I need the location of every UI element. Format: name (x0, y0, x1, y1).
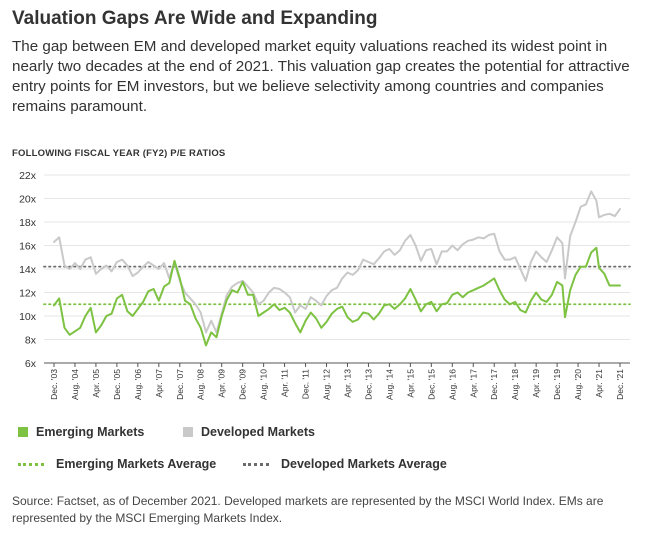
x-tick-label: Aug. '12 (322, 369, 332, 400)
x-tick-label: Aug. '20 (573, 369, 583, 400)
legend-dm-average: Developed Markets Average (243, 457, 447, 471)
x-axis: Dec. '03 Aug. '04 Apr. '05 Dec. '05 Aug. '06… (44, 362, 630, 400)
developed-markets-line (53, 190, 621, 334)
y-tick-label: 14x (19, 264, 37, 276)
x-tick-label: Apr. '05 (91, 369, 101, 398)
legend-em-average: Emerging Markets Average (18, 457, 216, 471)
x-tick-label: Dec. '09 (238, 369, 248, 400)
legend-dm-label: Developed Markets (201, 425, 315, 439)
legend-dm-swatch (183, 427, 193, 437)
x-tick-label: Apr. '09 (217, 369, 227, 398)
x-tick-label: Dec. '13 (363, 369, 373, 400)
legend-em-average-swatch (18, 462, 44, 466)
legend-dm-average-swatch (243, 462, 269, 466)
legend-em-label: Emerging Markets (36, 425, 145, 439)
y-tick-labels: 6x 8x 10x 12x 14x 16x 18x 20x 22x (19, 170, 37, 370)
x-tick-label: Aug. '10 (259, 369, 269, 400)
y-tick-label: 6x (25, 358, 37, 370)
y-tick-label: 20x (19, 194, 37, 206)
legend-dm-average-label: Developed Markets Average (281, 457, 447, 471)
x-tick-label: Apr. '07 (154, 369, 164, 398)
x-tick-label: Dec. '03 (49, 369, 59, 400)
y-tick-label: 8x (25, 335, 37, 347)
x-tick-label: Dec. '19 (552, 369, 562, 400)
x-tick-label: Dec. '07 (175, 369, 185, 400)
x-tick-label: Apr. '19 (531, 369, 541, 398)
legend-em-average-label: Emerging Markets Average (56, 457, 217, 471)
x-tick-label: Apr. '15 (405, 369, 415, 398)
legend-em-swatch (18, 427, 28, 437)
x-tick-label: Dec. '17 (489, 369, 499, 400)
x-tick-label: Aug. '18 (510, 369, 520, 400)
x-tick-label: Aug. '06 (133, 369, 143, 400)
series-lines (53, 190, 621, 347)
x-tick-label: Aug. '04 (70, 369, 80, 400)
x-tick-label: Aug. '16 (447, 369, 457, 400)
y-tick-label: 12x (19, 288, 37, 300)
legend-dm: Developed Markets (183, 425, 315, 439)
x-tick-label: Dec. '05 (112, 369, 122, 400)
y-tick-label: 18x (19, 217, 37, 229)
x-tick-label: Dec. '11 (301, 369, 311, 400)
y-tick-label: 10x (19, 311, 37, 323)
x-tick-label: Apr. '13 (342, 369, 352, 398)
chart-title: Valuation Gaps Are Wide and Expanding (12, 8, 378, 29)
chart-subtitle: The gap between EM and developed market … (12, 38, 630, 115)
x-tick-label: Apr. '21 (594, 369, 604, 398)
x-tick-label: Aug. '08 (196, 369, 206, 400)
source-note: Source: Factset, as of December 2021. De… (12, 494, 604, 525)
x-tick-label: Dec. '15 (426, 369, 436, 400)
emerging-markets-line (53, 246, 621, 347)
legend-em: Emerging Markets (18, 425, 144, 439)
x-tick-label: Apr. '11 (280, 369, 290, 397)
y-tick-label: 22x (19, 170, 37, 182)
x-tick-label: Apr. '17 (468, 369, 478, 398)
x-tick-label: Dec. '21 (615, 369, 625, 400)
y-axis-label: FOLLOWING FISCAL YEAR (FY2) P/E RATIOS (12, 148, 226, 159)
average-reference-lines (43, 265, 631, 306)
y-tick-label: 16x (19, 241, 37, 253)
pe-ratio-line-chart: 6x 8x 10x 12x 14x 16x 18x 20x 22x Dec. '03 Aug. '… (19, 170, 631, 400)
x-tick-label: Aug. '14 (384, 369, 394, 400)
